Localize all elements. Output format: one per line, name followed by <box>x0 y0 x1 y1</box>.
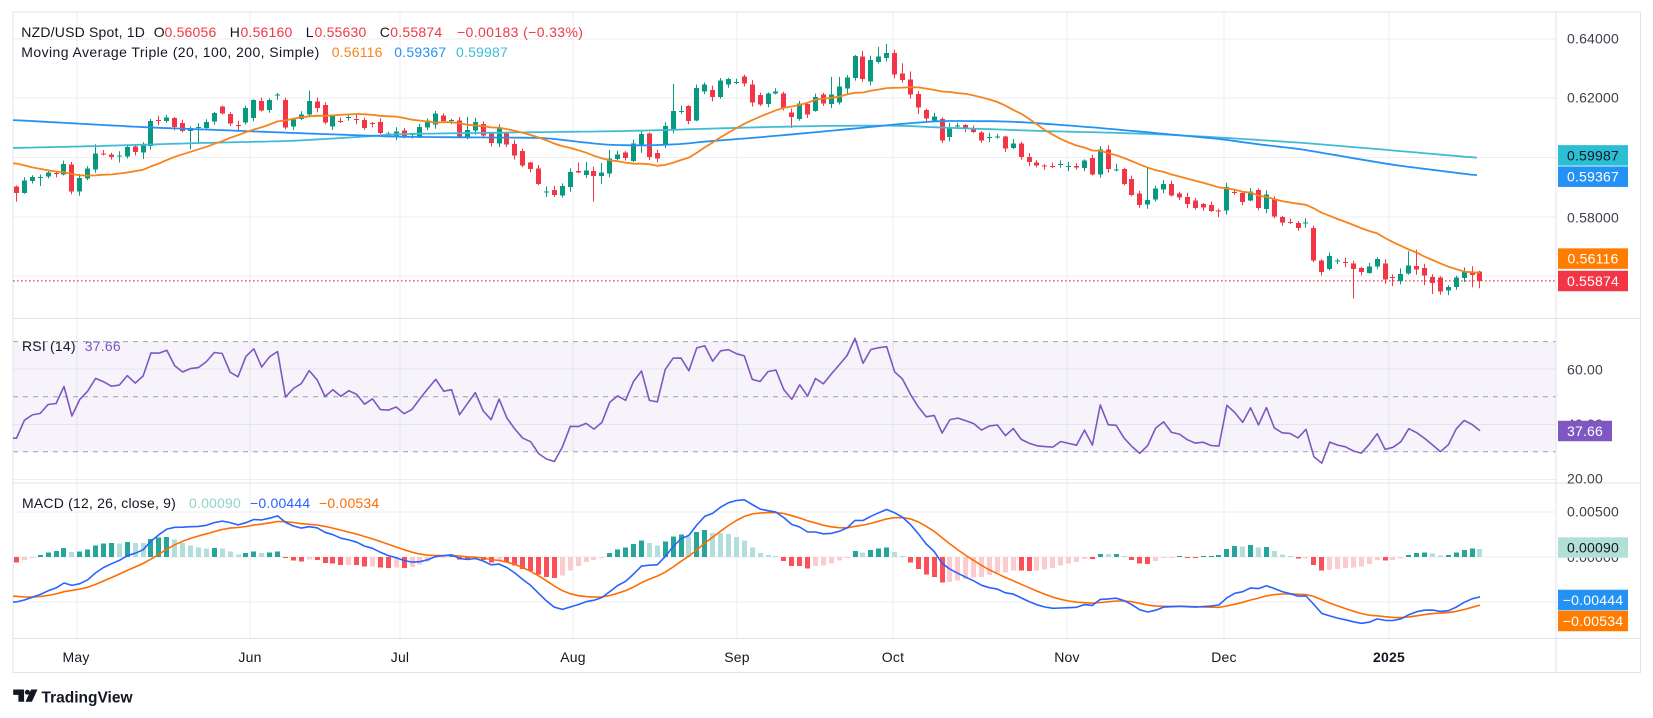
svg-text:0.00090: 0.00090 <box>189 495 241 511</box>
svg-text:TradingView: TradingView <box>42 689 134 706</box>
svg-text:0.56056: 0.56056 <box>165 24 217 40</box>
svg-text:Nov: Nov <box>1054 649 1080 665</box>
svg-text:O: O <box>154 24 165 40</box>
svg-text:0.56116: 0.56116 <box>1568 251 1619 267</box>
svg-text:37.66: 37.66 <box>1567 423 1603 439</box>
svg-text:0.56116: 0.56116 <box>332 44 383 60</box>
svg-text:−0.00444: −0.00444 <box>250 495 310 511</box>
svg-text:NZD/USD Spot, 1D: NZD/USD Spot, 1D <box>21 24 145 40</box>
svg-text:Dec: Dec <box>1211 649 1237 665</box>
svg-text:H: H <box>230 24 240 40</box>
svg-text:0.58000: 0.58000 <box>1567 209 1619 225</box>
svg-text:Oct: Oct <box>882 649 904 665</box>
svg-text:0.59367: 0.59367 <box>394 44 446 60</box>
svg-text:0.56160: 0.56160 <box>241 24 293 40</box>
svg-text:20.00: 20.00 <box>1567 470 1603 486</box>
svg-text:0.00090: 0.00090 <box>1567 539 1619 555</box>
svg-text:2025: 2025 <box>1373 649 1405 665</box>
svg-text:37.66: 37.66 <box>85 338 121 354</box>
svg-text:−0.00534: −0.00534 <box>319 495 379 511</box>
svg-text:Sep: Sep <box>724 649 750 665</box>
svg-text:0.55874: 0.55874 <box>1567 273 1619 289</box>
svg-text:RSI (14): RSI (14) <box>22 338 76 354</box>
svg-text:C: C <box>380 24 390 40</box>
svg-text:Jul: Jul <box>391 649 410 665</box>
svg-text:Moving Average Triple (20, 100: Moving Average Triple (20, 100, 200, Sim… <box>21 44 319 60</box>
svg-text:0.55874: 0.55874 <box>390 24 442 40</box>
svg-text:L: L <box>306 24 314 40</box>
svg-text:Jun: Jun <box>238 649 261 665</box>
svg-text:0.59987: 0.59987 <box>456 44 508 60</box>
svg-text:Aug: Aug <box>560 649 586 665</box>
svg-text:May: May <box>62 649 89 665</box>
svg-text:−0.00444: −0.00444 <box>1563 592 1623 608</box>
svg-text:0.00500: 0.00500 <box>1567 503 1619 519</box>
svg-text:0.64000: 0.64000 <box>1567 31 1619 47</box>
svg-text:MACD (12, 26, close, 9): MACD (12, 26, close, 9) <box>22 495 176 511</box>
svg-text:0.62000: 0.62000 <box>1567 90 1619 106</box>
svg-text:−0.00183 (−0.33%): −0.00183 (−0.33%) <box>457 24 583 40</box>
svg-text:−0.00534: −0.00534 <box>1563 613 1623 629</box>
svg-text:60.00: 60.00 <box>1567 361 1603 377</box>
svg-text:0.59367: 0.59367 <box>1567 169 1619 185</box>
svg-text:0.55630: 0.55630 <box>315 24 367 40</box>
svg-text:0.59987: 0.59987 <box>1567 147 1619 163</box>
